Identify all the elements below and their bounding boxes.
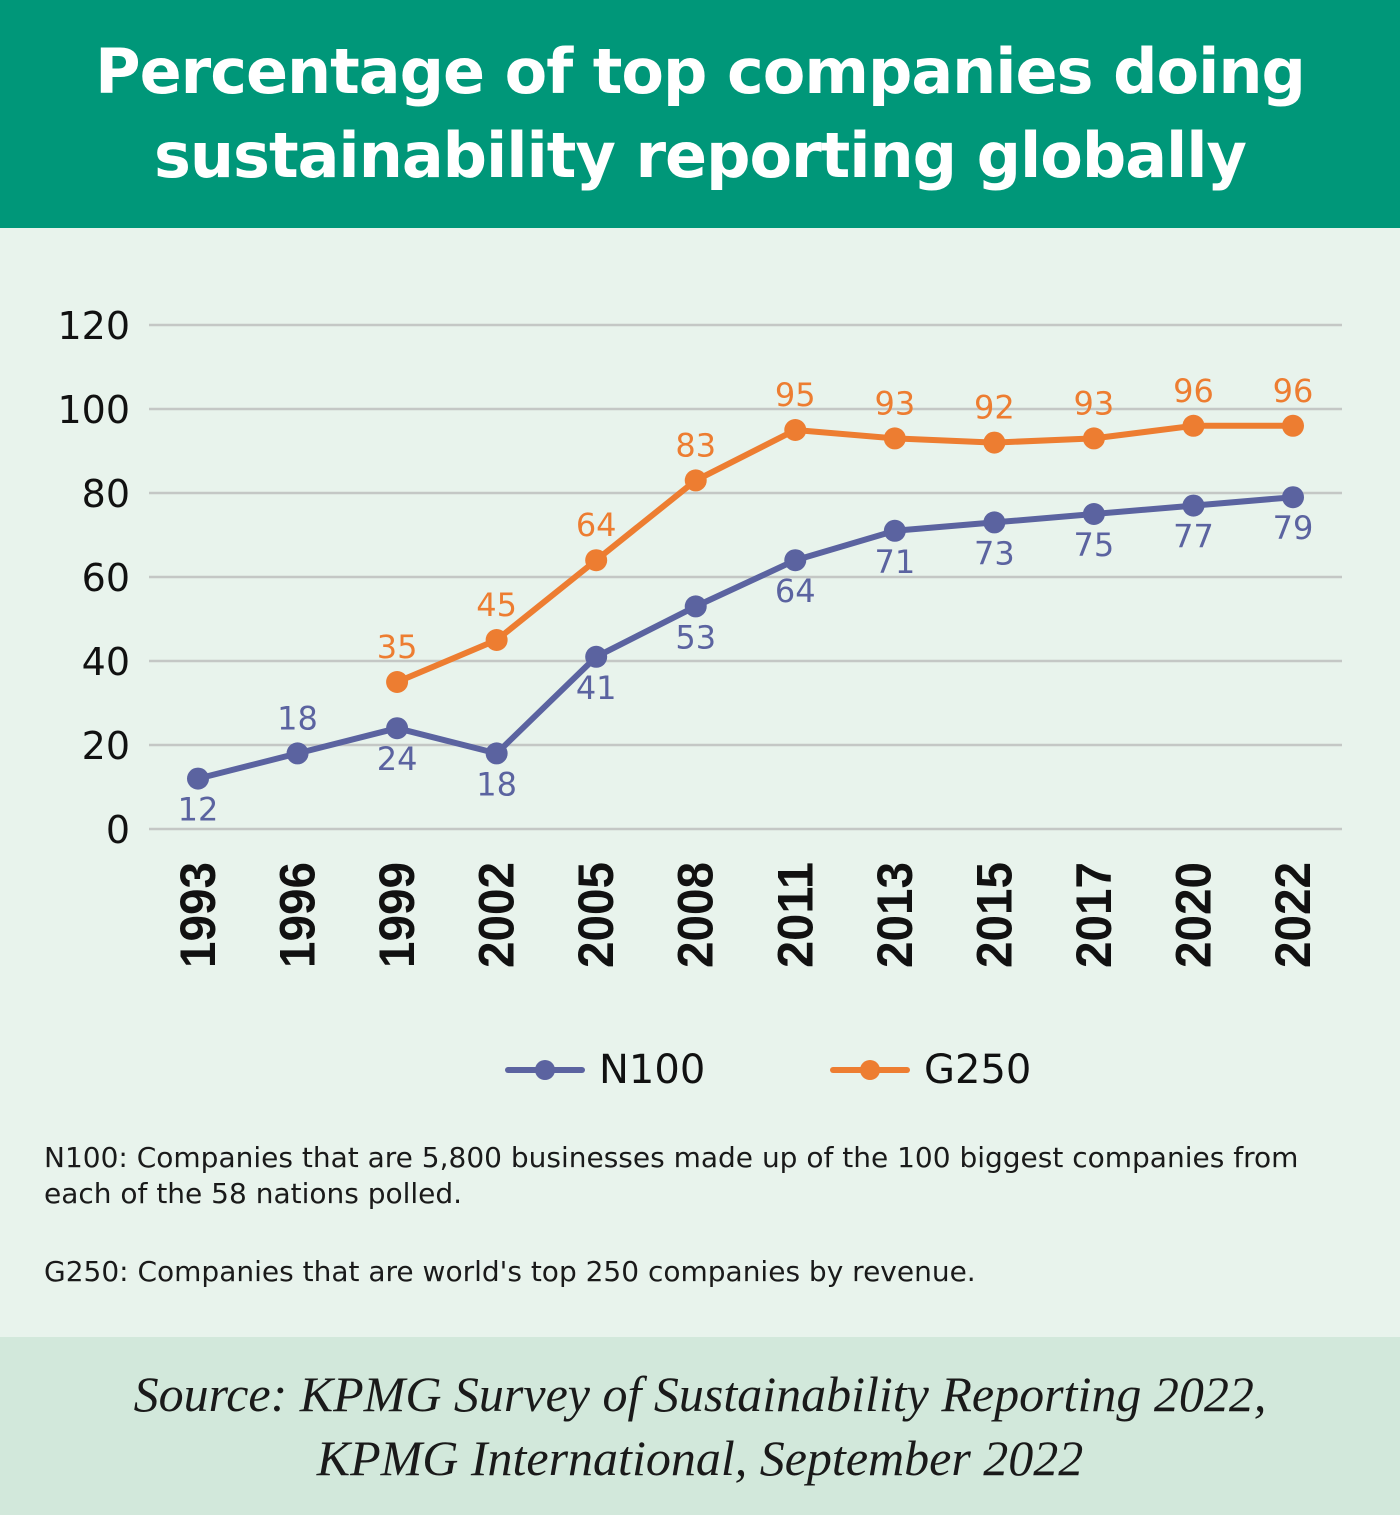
x-axis-ticks: 1993 1996 1999 2002 2005 2008 2011 2013 2015 2017…	[170, 862, 1321, 968]
data-point	[386, 671, 409, 693]
data-label: 79	[1273, 509, 1314, 547]
data-point	[784, 419, 807, 441]
data-label: 96	[1173, 372, 1214, 410]
series-line-n100	[197, 494, 1294, 782]
data-point	[983, 431, 1006, 454]
x-tick-label: 2015	[966, 862, 1022, 968]
x-tick-label: 2017	[1066, 862, 1122, 968]
legend-marker-n100	[505, 1060, 585, 1080]
data-point	[1282, 414, 1304, 437]
data-label: 64	[576, 506, 617, 544]
x-tick-label: 2002	[469, 862, 525, 968]
data-point	[286, 742, 309, 765]
x-tick-label: 2013	[867, 862, 923, 968]
source-line-1: Source: KPMG Survey of Sustainability Re…	[133, 1366, 1267, 1422]
x-tick-label: 2011	[767, 862, 823, 968]
data-label: 93	[874, 384, 915, 422]
x-tick-label: 2008	[668, 862, 724, 968]
data-label: 73	[974, 534, 1015, 572]
data-label: 35	[377, 628, 418, 666]
source-line-2: KPMG International, September 2022	[316, 1430, 1084, 1486]
source-banner: Source: KPMG Survey of Sustainability Re…	[0, 1337, 1400, 1515]
x-tick-label: 1996	[270, 862, 326, 968]
data-point	[485, 742, 508, 765]
footnote-g250: G250: Companies that are world's top 250…	[44, 1255, 976, 1288]
data-point	[1182, 494, 1205, 517]
series-g250: 35 45 64 83 95 93 92 93 96 96	[377, 372, 1314, 693]
data-label: 64	[775, 572, 816, 610]
data-point	[684, 595, 707, 618]
data-point	[684, 469, 707, 492]
y-tick-label: 40	[82, 640, 130, 684]
legend-marker-g250	[830, 1060, 910, 1080]
data-label: 71	[874, 543, 915, 581]
data-label: 53	[675, 618, 716, 656]
x-tick-label: 2020	[1165, 862, 1221, 968]
data-point	[187, 767, 209, 790]
data-point	[585, 549, 608, 572]
data-point	[1082, 503, 1105, 525]
data-label: 18	[476, 765, 517, 803]
y-axis-ticks: 0 20 40 60 80 100 120	[57, 304, 130, 852]
data-point	[485, 629, 508, 651]
data-label: 77	[1173, 518, 1214, 556]
x-tick-label: 1993	[170, 862, 226, 968]
y-tick-label: 120	[57, 304, 130, 348]
x-tick-label: 1999	[369, 862, 425, 968]
footnote-n100: N100: Companies that are 5,800 businesse…	[44, 1141, 1299, 1210]
series-line-g250	[395, 422, 1293, 685]
legend-label-g250: G250	[924, 1047, 1032, 1093]
data-label: 18	[277, 699, 318, 737]
data-point	[1282, 486, 1304, 509]
footnotes: N100: Companies that are 5,800 businesse…	[44, 1140, 1364, 1290]
data-label: 24	[377, 740, 418, 778]
legend-label-n100: N100	[599, 1047, 706, 1093]
data-point	[1182, 414, 1205, 437]
x-tick-label: 2005	[568, 862, 624, 968]
data-point	[1082, 427, 1105, 450]
data-point	[386, 717, 409, 740]
legend-item-g250: G250	[830, 1045, 1031, 1095]
data-label: 95	[775, 376, 816, 414]
legend: N100 G250	[0, 1045, 1400, 1095]
legend-item-n100: N100	[505, 1045, 705, 1095]
data-label: 96	[1273, 372, 1314, 410]
line-chart: 0 20 40 60 80 100 120 1993 1996 1999 2002 2005 2008…	[57, 304, 1342, 968]
data-label: 83	[675, 426, 716, 464]
y-tick-label: 20	[82, 724, 130, 768]
chart-title-line-2: sustainability reporting globally	[154, 119, 1247, 192]
x-tick-label: 2022	[1265, 862, 1321, 968]
data-point	[585, 645, 608, 668]
data-point	[784, 549, 807, 572]
series: 12 18 24 18 41 53 64 71 73 75 77 79 35 45 64 83 95 93 92 93…	[178, 372, 1314, 829]
data-point	[983, 511, 1006, 534]
title-banner: Percentage of top companies doing sustai…	[0, 0, 1400, 228]
data-label: 45	[476, 586, 517, 624]
data-point	[883, 519, 906, 542]
data-label: 93	[1074, 384, 1115, 422]
data-label: 12	[178, 791, 219, 829]
y-tick-label: 100	[57, 388, 130, 432]
y-tick-label: 80	[82, 472, 130, 516]
gridlines	[149, 323, 1342, 831]
data-point	[883, 427, 906, 450]
y-tick-label: 0	[106, 808, 130, 852]
series-n100: 12 18 24 18 41 53 64 71 73 75 77 79	[178, 486, 1314, 829]
chart-title-line-1: Percentage of top companies doing	[95, 35, 1306, 108]
data-label: 75	[1074, 526, 1115, 564]
data-label: 92	[974, 389, 1015, 427]
data-label: 41	[576, 669, 617, 707]
y-tick-label: 60	[82, 556, 130, 600]
